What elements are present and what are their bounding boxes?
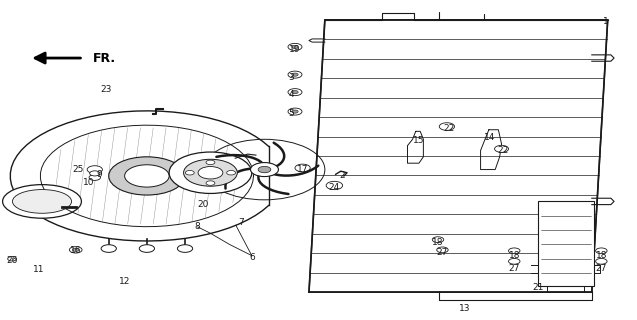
- Circle shape: [169, 152, 252, 194]
- Text: 3: 3: [289, 73, 294, 82]
- Text: 12: 12: [119, 276, 131, 285]
- Circle shape: [101, 245, 117, 252]
- Circle shape: [437, 247, 448, 253]
- Ellipse shape: [13, 189, 71, 213]
- Text: 18: 18: [433, 238, 444, 247]
- Text: 27: 27: [508, 264, 520, 273]
- Circle shape: [596, 259, 607, 264]
- Ellipse shape: [3, 185, 82, 218]
- Text: 4: 4: [289, 90, 294, 99]
- Circle shape: [440, 123, 455, 130]
- Text: 20: 20: [197, 200, 208, 209]
- Text: 27: 27: [437, 248, 448, 257]
- Text: 13: 13: [459, 304, 471, 313]
- Text: 10: 10: [83, 178, 94, 187]
- Circle shape: [198, 166, 223, 179]
- Circle shape: [292, 73, 298, 76]
- Circle shape: [596, 248, 607, 254]
- Text: 11: 11: [33, 265, 45, 275]
- Circle shape: [288, 108, 302, 115]
- Circle shape: [89, 175, 101, 180]
- Circle shape: [292, 45, 298, 49]
- Text: 14: 14: [484, 133, 496, 142]
- Circle shape: [185, 171, 194, 175]
- Text: 7: 7: [238, 218, 244, 227]
- Text: 17: 17: [297, 165, 308, 174]
- Circle shape: [206, 160, 215, 164]
- Circle shape: [90, 171, 100, 176]
- Circle shape: [177, 245, 192, 252]
- Text: 1: 1: [603, 17, 609, 26]
- Text: 24: 24: [329, 183, 340, 192]
- Text: FR.: FR.: [93, 52, 116, 65]
- Circle shape: [494, 145, 508, 152]
- Text: 25: 25: [73, 165, 84, 174]
- Circle shape: [292, 91, 298, 94]
- Text: 15: 15: [413, 136, 425, 145]
- Circle shape: [288, 71, 302, 78]
- Text: 22: 22: [497, 146, 508, 155]
- Text: 27: 27: [596, 264, 607, 273]
- Circle shape: [109, 157, 185, 195]
- Bar: [538, 201, 594, 286]
- Circle shape: [288, 89, 302, 96]
- Text: 6: 6: [249, 253, 255, 262]
- Circle shape: [433, 237, 444, 243]
- Circle shape: [69, 247, 82, 253]
- Circle shape: [206, 181, 215, 185]
- Text: 5: 5: [289, 109, 294, 118]
- Circle shape: [125, 165, 169, 187]
- Text: 8: 8: [195, 222, 201, 231]
- Text: 16: 16: [70, 246, 82, 255]
- Circle shape: [183, 159, 238, 186]
- Text: 18: 18: [596, 251, 607, 260]
- Circle shape: [73, 248, 79, 252]
- Circle shape: [250, 163, 278, 177]
- Circle shape: [8, 257, 17, 261]
- Text: 9: 9: [96, 170, 102, 179]
- Circle shape: [227, 171, 236, 175]
- Circle shape: [508, 259, 520, 264]
- Text: 22: 22: [443, 124, 454, 132]
- Circle shape: [288, 44, 302, 50]
- Circle shape: [258, 166, 271, 173]
- Circle shape: [326, 181, 343, 190]
- Circle shape: [295, 164, 310, 172]
- Text: 2: 2: [340, 172, 345, 180]
- Text: 23: 23: [100, 85, 111, 94]
- Text: 19: 19: [289, 44, 301, 54]
- Text: 18: 18: [508, 251, 520, 260]
- Circle shape: [508, 248, 520, 254]
- Text: 21: 21: [532, 283, 543, 292]
- Text: 26: 26: [6, 256, 18, 265]
- Circle shape: [140, 245, 155, 252]
- Circle shape: [87, 166, 103, 173]
- Circle shape: [292, 110, 298, 113]
